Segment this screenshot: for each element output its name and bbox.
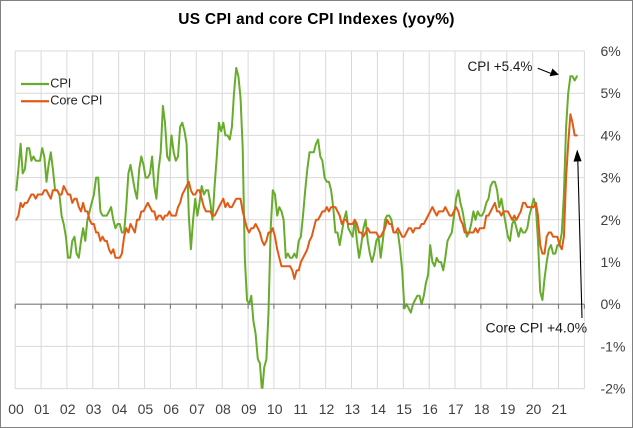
svg-text:07: 07 (189, 401, 205, 417)
svg-text:03: 03 (86, 401, 102, 417)
svg-text:20: 20 (526, 401, 542, 417)
svg-text:02: 02 (60, 401, 76, 417)
svg-text:6%: 6% (601, 43, 621, 59)
svg-text:16: 16 (422, 401, 438, 417)
svg-text:00: 00 (8, 401, 24, 417)
svg-text:-2%: -2% (601, 381, 626, 397)
svg-text:-1%: -1% (601, 338, 626, 354)
svg-text:US CPI and core CPI Indexes (y: US CPI and core CPI Indexes (yoy%) (178, 11, 454, 28)
svg-text:18: 18 (474, 401, 490, 417)
svg-text:06: 06 (163, 401, 179, 417)
svg-text:13: 13 (345, 401, 361, 417)
svg-text:09: 09 (241, 401, 257, 417)
svg-text:19: 19 (500, 401, 516, 417)
svg-text:4%: 4% (601, 127, 621, 143)
svg-text:12: 12 (319, 401, 335, 417)
svg-text:Core CPI +4.0%: Core CPI +4.0% (486, 320, 588, 336)
svg-text:5%: 5% (601, 85, 621, 101)
svg-text:3%: 3% (601, 170, 621, 186)
svg-text:01: 01 (34, 401, 50, 417)
svg-text:15: 15 (396, 401, 412, 417)
svg-text:0%: 0% (601, 296, 621, 312)
svg-text:2%: 2% (601, 212, 621, 228)
svg-text:14: 14 (370, 401, 386, 417)
svg-text:17: 17 (448, 401, 464, 417)
svg-text:04: 04 (112, 401, 128, 417)
svg-text:21: 21 (552, 401, 568, 417)
svg-text:Core CPI: Core CPI (50, 94, 102, 108)
svg-text:05: 05 (138, 401, 154, 417)
svg-text:CPI +5.4%: CPI +5.4% (468, 59, 533, 74)
svg-text:10: 10 (267, 401, 283, 417)
svg-text:CPI: CPI (50, 76, 71, 90)
svg-text:11: 11 (293, 401, 308, 417)
svg-text:1%: 1% (601, 254, 621, 270)
svg-text:08: 08 (215, 401, 231, 417)
